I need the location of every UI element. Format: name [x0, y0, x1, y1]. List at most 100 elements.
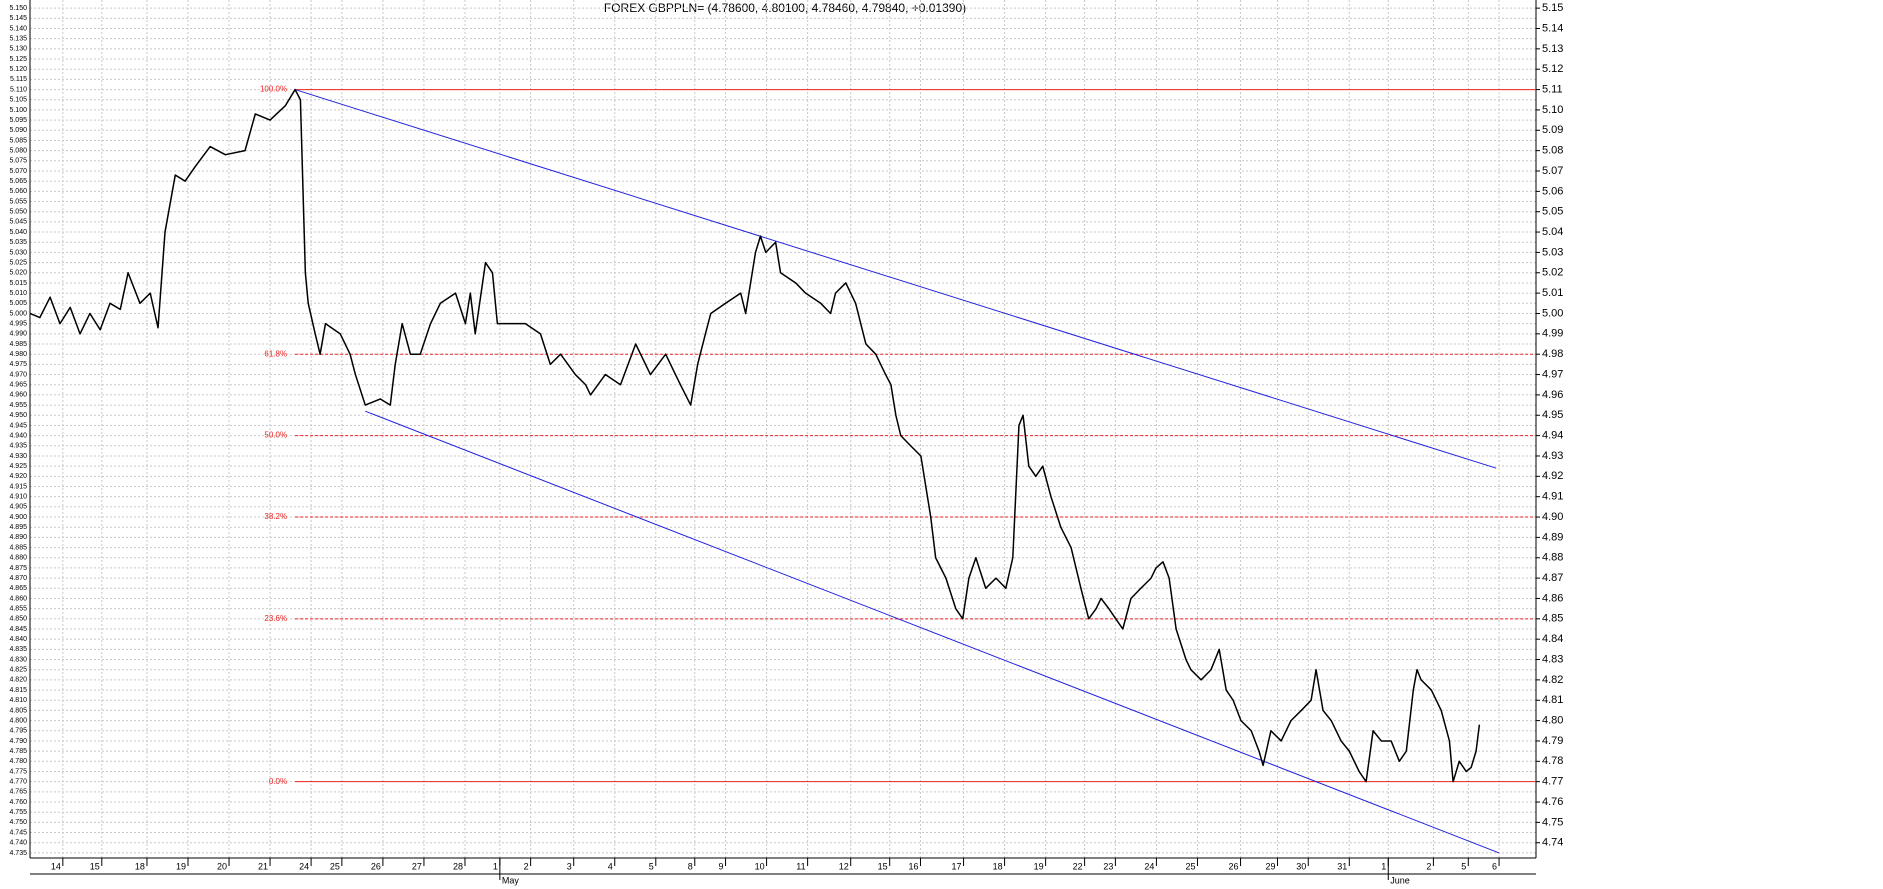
x-tick-label: 28 — [453, 861, 463, 871]
x-tick-label: 29 — [1265, 861, 1275, 871]
month-label: June — [1390, 875, 1410, 885]
x-tick-label: 5 — [649, 861, 654, 871]
x-tick-label: 21 — [258, 861, 268, 871]
x-tick-label: 9 — [719, 861, 724, 871]
y-tick-label: 5.030 — [9, 249, 27, 256]
y-tick-label: 4.820 — [9, 677, 27, 684]
x-tick-label: 19 — [1034, 861, 1044, 871]
y2-tick-label: 5.09 — [1542, 124, 1563, 136]
y2-tick-label: 4.95 — [1542, 409, 1563, 421]
y2-tick-label: 4.87 — [1542, 572, 1563, 584]
y-tick-label: 5.130 — [9, 46, 27, 53]
y-tick-label: 5.135 — [9, 36, 27, 43]
y-tick-label: 4.925 — [9, 463, 27, 470]
y-tick-label: 4.735 — [9, 850, 27, 857]
x-tick-label: 19 — [176, 861, 186, 871]
x-tick-label: 25 — [1185, 861, 1195, 871]
fib-label: 50.0% — [264, 431, 287, 440]
y2-tick-label: 4.85 — [1542, 613, 1563, 625]
x-tick-label: 27 — [412, 861, 422, 871]
y-tick-label: 4.775 — [9, 768, 27, 775]
channel-line — [365, 410, 1500, 854]
y-tick-label: 5.120 — [9, 66, 27, 73]
y2-tick-label: 4.94 — [1542, 430, 1563, 442]
y-tick-label: 4.910 — [9, 494, 27, 501]
x-tick-label: 1 — [493, 861, 498, 871]
y2-tick-label: 4.74 — [1542, 837, 1563, 849]
x-tick-label: 24 — [1144, 861, 1154, 871]
x-tick-label: 12 — [839, 861, 849, 871]
y-tick-label: 4.830 — [9, 656, 27, 663]
y2-tick-label: 5.02 — [1542, 267, 1563, 279]
x-tick-label: 11 — [796, 861, 805, 871]
fib-label: 38.2% — [264, 512, 287, 521]
y-tick-label: 5.100 — [9, 107, 27, 114]
x-tick-label: 15 — [90, 861, 100, 871]
y2-tick-label: 4.91 — [1542, 491, 1563, 503]
y-tick-label: 5.050 — [9, 209, 27, 216]
y-tick-label: 5.115 — [10, 76, 27, 83]
y-tick-label: 4.850 — [9, 616, 27, 623]
y2-tick-label: 5.10 — [1542, 104, 1563, 116]
y-tick-label: 5.045 — [9, 219, 27, 226]
y-tick-label: 4.885 — [9, 544, 27, 551]
y-tick-label: 4.945 — [9, 422, 27, 429]
y-tick-label: 4.790 — [9, 738, 27, 745]
x-tick-label: 3 — [567, 861, 572, 871]
y-tick-label: 4.870 — [9, 575, 27, 582]
y2-tick-label: 4.86 — [1542, 592, 1563, 604]
y2-tick-label: 4.96 — [1542, 389, 1563, 401]
y2-tick-label: 5.05 — [1542, 206, 1563, 218]
y-tick-label: 5.060 — [9, 188, 27, 195]
y-tick-label: 5.110 — [10, 86, 27, 93]
y-tick-label: 4.770 — [9, 779, 27, 786]
x-tick-label: 25 — [330, 861, 340, 871]
x-tick-label: 26 — [1229, 861, 1239, 871]
fib-label: 0.0% — [269, 777, 287, 786]
y2-tick-label: 5.04 — [1542, 226, 1563, 238]
y-tick-label: 4.960 — [9, 392, 27, 399]
y2-tick-label: 4.89 — [1542, 531, 1563, 543]
y2-tick-label: 5.12 — [1542, 63, 1563, 75]
y2-tick-label: 5.08 — [1542, 145, 1563, 157]
x-tick-label: 22 — [1073, 861, 1083, 871]
y-tick-label: 4.875 — [9, 565, 27, 572]
price-line — [29, 88, 1481, 783]
y-tick-label: 4.760 — [9, 799, 27, 806]
y-tick-label: 4.740 — [9, 840, 27, 847]
fib-label: 23.6% — [264, 614, 287, 623]
x-tick-label: 18 — [993, 861, 1003, 871]
y2-tick-label: 4.90 — [1542, 511, 1563, 523]
y2-tick-label: 5.11 — [1542, 83, 1563, 95]
y-tick-label: 4.750 — [9, 819, 27, 826]
y-tick-label: 4.930 — [9, 453, 27, 460]
y-tick-label: 5.015 — [9, 280, 27, 287]
y-tick-label: 4.890 — [9, 534, 27, 541]
y-tick-label: 4.970 — [9, 371, 27, 378]
y2-tick-label: 4.79 — [1542, 735, 1563, 747]
y2-tick-label: 5.07 — [1542, 165, 1563, 177]
y2-tick-label: 4.97 — [1542, 368, 1563, 380]
y2-tick-label: 4.76 — [1542, 796, 1563, 808]
y-tick-label: 5.090 — [9, 127, 27, 134]
y-tick-label: 5.140 — [9, 25, 27, 32]
y-tick-label: 4.965 — [9, 382, 27, 389]
y2-tick-label: 4.98 — [1542, 348, 1563, 360]
y-tick-label: 4.950 — [9, 412, 27, 419]
y-tick-label: 5.070 — [9, 168, 27, 175]
y-tick-label: 4.940 — [9, 432, 27, 439]
y-tick-label: 4.825 — [9, 667, 27, 674]
x-tick-label: 20 — [217, 861, 227, 871]
fib-label: 61.8% — [264, 349, 287, 358]
x-tick-label: 16 — [908, 861, 918, 871]
y-tick-label: 4.865 — [9, 585, 27, 592]
y2-tick-label: 4.82 — [1542, 674, 1563, 686]
y-tick-label: 5.145 — [9, 15, 27, 22]
y2-tick-label: 4.99 — [1542, 328, 1563, 340]
y-tick-label: 4.955 — [9, 402, 27, 409]
y-tick-label: 4.835 — [9, 646, 27, 653]
y2-tick-label: 5.03 — [1542, 246, 1563, 258]
y-tick-label: 4.840 — [9, 636, 27, 643]
y-tick-label: 4.805 — [9, 707, 27, 714]
